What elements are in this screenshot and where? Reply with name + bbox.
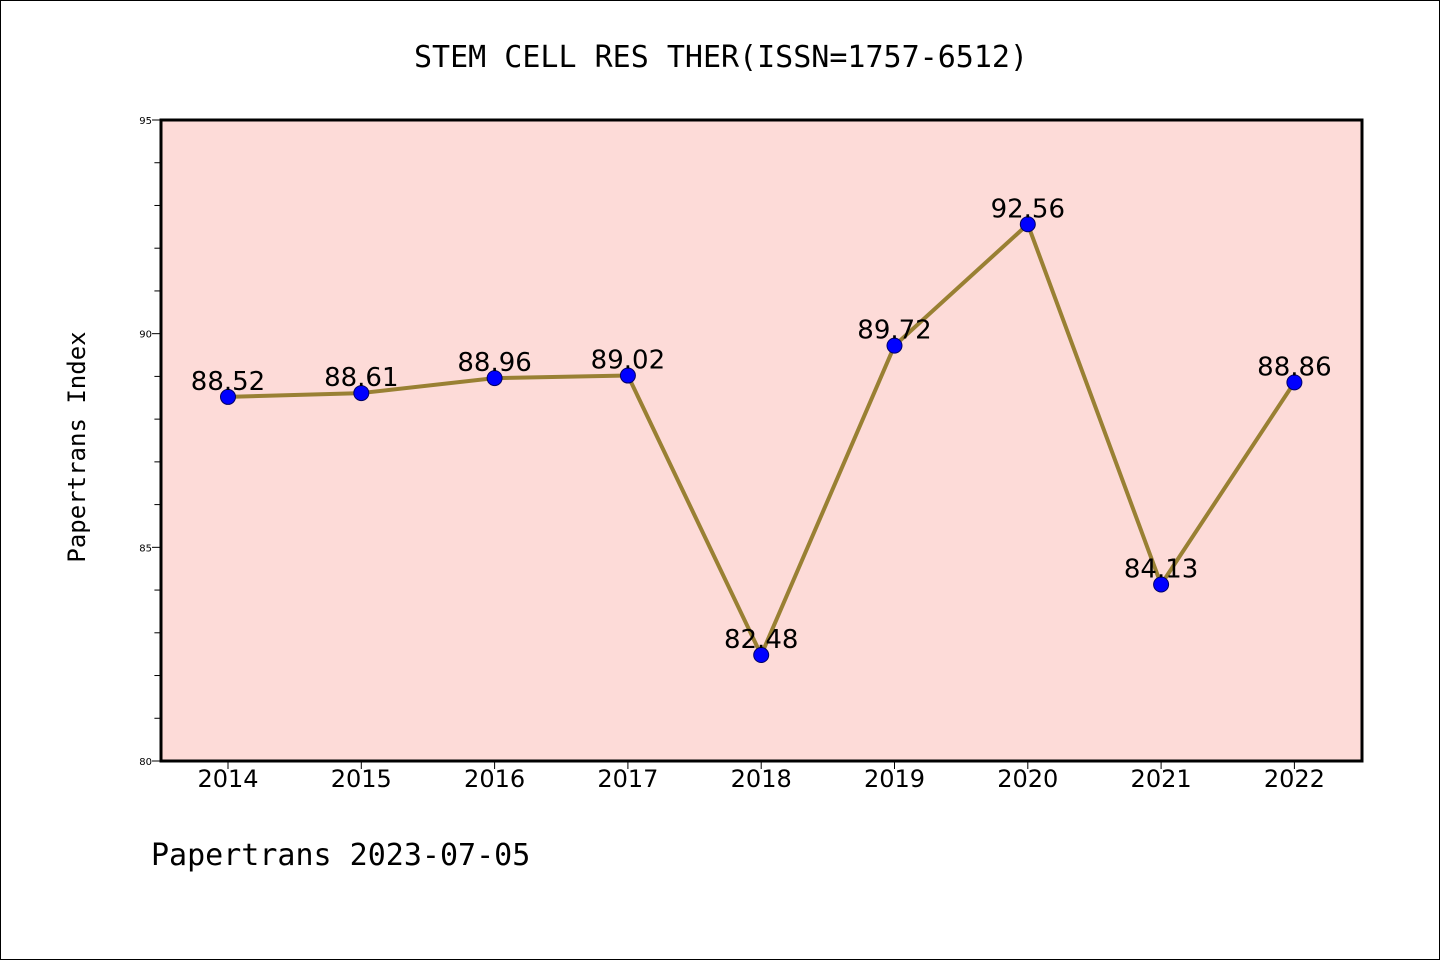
- x-tick-label: 2015: [331, 765, 392, 793]
- data-label: 82.48: [724, 625, 798, 655]
- y-tick-label: 90: [139, 330, 152, 341]
- data-point: [486, 370, 503, 387]
- data-label: 92.56: [991, 194, 1065, 224]
- y-axis-ticks: 80 85 90 95: [139, 116, 160, 768]
- x-tick-label: 2018: [731, 765, 792, 793]
- x-axis-ticks: 2014 2015 2016 2017 2018 2019 2020 2021 2022: [197, 762, 1325, 793]
- plot-area: [159, 118, 1364, 763]
- x-tick-label: 2019: [864, 765, 925, 793]
- x-tick-label: 2017: [597, 765, 658, 793]
- x-tick-label: 2022: [1264, 765, 1325, 793]
- data-label: 88.86: [1257, 352, 1331, 382]
- data-label: 88.96: [457, 348, 531, 378]
- data-label: 84.13: [1124, 555, 1198, 585]
- data-label: 89.72: [857, 316, 931, 346]
- data-point: [1286, 374, 1303, 391]
- x-tick-label: 2021: [1131, 765, 1192, 793]
- y-tick-label: 85: [139, 543, 152, 554]
- data-label: 89.02: [591, 346, 665, 376]
- footer-date-text: Papertrans 2023-07-05: [151, 838, 530, 873]
- y-tick-label: 95: [139, 116, 152, 127]
- data-point: [753, 647, 770, 664]
- y-axis-label: Papertrans Index: [63, 331, 91, 562]
- data-label: 88.52: [191, 367, 265, 397]
- data-labels-layer: 88.52 88.61 88.96 89.02 82.48 89.72 92.56 84.13…: [191, 194, 1332, 655]
- x-tick-label: 2020: [997, 765, 1058, 793]
- series-layer: [220, 216, 1303, 664]
- y-tick-label: 80: [139, 757, 152, 768]
- data-point: [353, 385, 370, 402]
- data-point: [1019, 216, 1036, 233]
- data-point: [1153, 576, 1170, 593]
- data-point: [619, 367, 636, 384]
- data-label: 88.61: [324, 363, 398, 393]
- data-point: [220, 388, 236, 405]
- data-point: [886, 337, 903, 354]
- chart-title: STEM CELL RES THER(ISSN=1757-6512): [414, 40, 1028, 75]
- x-tick-label: 2014: [197, 765, 258, 793]
- x-tick-label: 2016: [464, 765, 525, 793]
